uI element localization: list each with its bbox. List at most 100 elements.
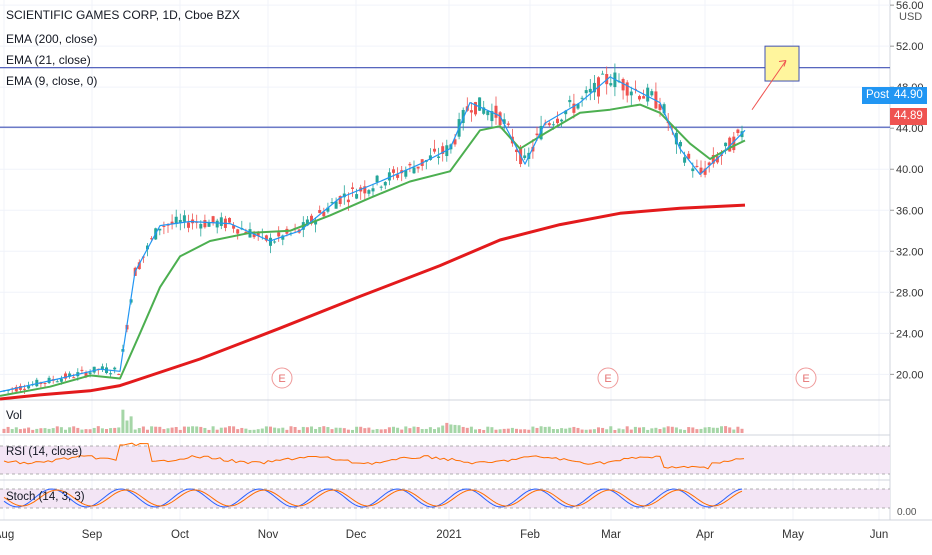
volume-bar (387, 427, 391, 433)
volume-bar (318, 427, 322, 433)
volume-bar (412, 426, 416, 433)
candle-body (80, 369, 84, 371)
candle-body (256, 232, 260, 236)
volume-bar (551, 429, 555, 433)
candle-body (486, 110, 490, 116)
candle-body (404, 170, 408, 177)
candle-body (588, 88, 592, 93)
x-tick-label: 2021 (436, 529, 462, 541)
volume-bar (564, 428, 568, 433)
volume-bar (252, 429, 256, 433)
candle-body (412, 167, 416, 174)
volume-bar (240, 427, 244, 433)
volume-bar (695, 429, 699, 433)
volume-bar (117, 427, 121, 433)
volume-bar (515, 428, 518, 433)
candle-body (584, 90, 588, 94)
candle-body (576, 104, 580, 109)
volume-bar (203, 427, 207, 433)
candle-body (506, 123, 510, 125)
candle-body (441, 146, 445, 154)
candle-body (568, 99, 572, 103)
rsi-band (0, 446, 890, 474)
volume-bar (129, 416, 133, 433)
volume-bar (687, 427, 691, 433)
candle-body (100, 366, 104, 370)
candle-body (392, 169, 395, 173)
candle-body (474, 102, 477, 115)
candle-body (228, 217, 231, 223)
volume-bar (109, 428, 113, 433)
candle-body (187, 222, 190, 228)
volume-bar (625, 426, 629, 433)
volume-bar (27, 427, 31, 433)
volume-bar (621, 429, 625, 433)
candle-body (650, 91, 654, 96)
x-tick-label: Apr (696, 529, 714, 541)
y-tick-label: 20.00 (896, 369, 924, 381)
earnings-letter: E (278, 373, 285, 385)
x-tick-label: Jun (870, 529, 889, 541)
ema200-legend[interactable]: EMA (200, close) (6, 32, 98, 46)
earnings-marker (597, 367, 619, 389)
volume-bar (592, 429, 596, 433)
candle-body (273, 241, 277, 243)
candle-body (572, 103, 576, 113)
y-tick-label: 40.00 (896, 164, 924, 176)
volume-bar (547, 426, 551, 433)
volume-bar (23, 428, 26, 433)
volume-bar (154, 426, 158, 433)
volume-bar (683, 429, 687, 433)
volume-bar (490, 427, 494, 433)
volume-bar (539, 426, 543, 433)
x-tick-label: Feb (520, 529, 540, 541)
candle-body (72, 377, 76, 379)
volume-bar (453, 424, 457, 433)
volume-bar (437, 427, 441, 433)
volume-bar (125, 420, 129, 433)
candle-body (687, 153, 691, 159)
volume-bar (199, 426, 203, 433)
volume-bar (469, 426, 473, 433)
rsi-label: RSI (14, close) (6, 446, 83, 458)
candle-body (178, 219, 182, 223)
volume-bar (330, 429, 334, 433)
volume-bar (482, 429, 486, 433)
volume-bar (64, 429, 67, 433)
volume-bar (170, 427, 174, 433)
candle-body (43, 382, 47, 384)
volume-bar (535, 427, 539, 433)
candle-body (387, 172, 391, 181)
candle-body (515, 149, 518, 153)
volume-bar (576, 427, 580, 433)
candle-body (601, 73, 605, 75)
candle-body (174, 216, 178, 225)
candle-body (535, 133, 539, 136)
candle-body (736, 129, 740, 134)
volume-bar (191, 426, 195, 433)
ema21-legend[interactable]: EMA (21, close) (6, 53, 91, 67)
volume-bar (486, 426, 490, 433)
volume-bar (679, 429, 682, 433)
candle-body (539, 125, 543, 140)
volume-bar (207, 429, 211, 433)
candle-body (281, 235, 285, 240)
volume-bar (502, 428, 506, 433)
ema9-legend[interactable]: EMA (9, close, 0) (6, 74, 98, 88)
volume-bar (383, 429, 387, 433)
arrow-head (778, 60, 787, 67)
volume-bar (367, 427, 371, 433)
y-tick-label: 24.00 (896, 328, 924, 340)
volume-bar (334, 427, 338, 433)
volume-bar (39, 428, 43, 433)
volume-bar (215, 429, 219, 433)
y-tick-label: 56.00 (896, 0, 924, 12)
volume-bar (363, 428, 367, 433)
volume-bar (646, 429, 650, 433)
candle-body (642, 96, 646, 99)
volume-bar (597, 427, 600, 433)
volume-bar (580, 429, 584, 433)
volume-bar (96, 426, 100, 433)
